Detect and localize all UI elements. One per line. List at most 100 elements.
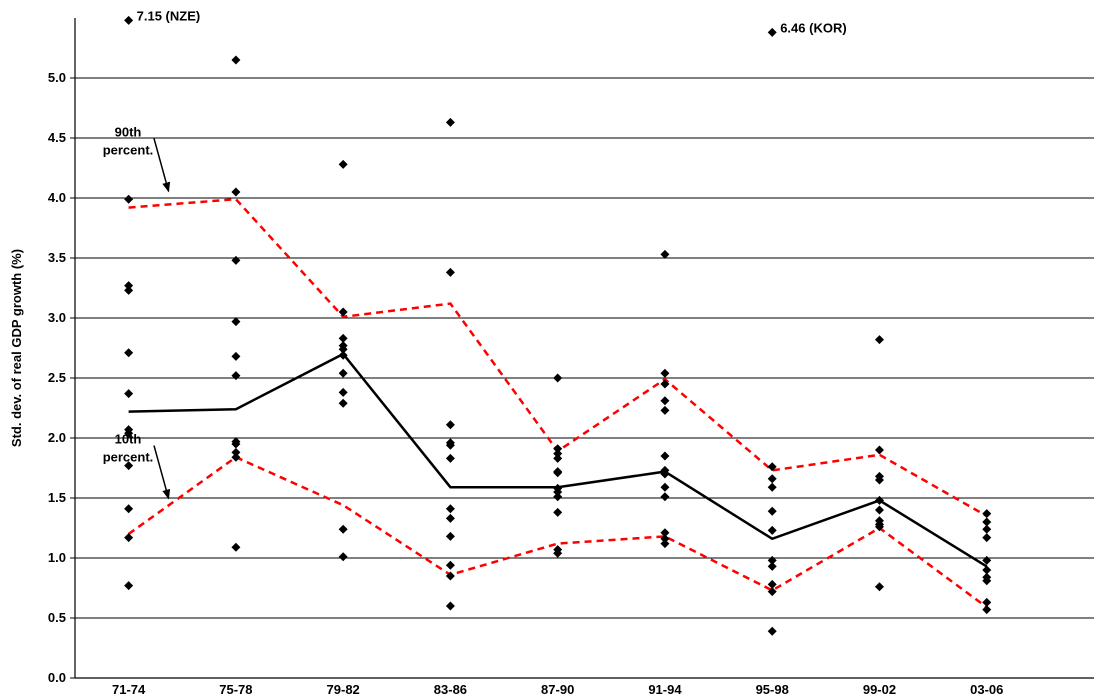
y-tick-label: 3.5	[48, 250, 66, 265]
percentile-annotation-label: 10th	[115, 432, 142, 447]
y-tick-label: 1.5	[48, 490, 66, 505]
data-point	[660, 492, 670, 502]
y-tick-label: 2.5	[48, 370, 66, 385]
x-tick-label: 79-82	[327, 682, 360, 697]
data-point	[982, 509, 992, 519]
y-axis-label: Std. dev. of real GDP growth (%)	[9, 249, 24, 447]
y-tick-label: 3.0	[48, 310, 66, 325]
data-point	[874, 471, 884, 481]
data-point	[445, 513, 455, 523]
x-tick-label: 71-74	[112, 682, 146, 697]
data-point	[338, 307, 348, 317]
data-point	[553, 483, 563, 493]
y-tick-label: 2.0	[48, 430, 66, 445]
x-tick-label: 91-94	[648, 682, 682, 697]
y-tick-label: 4.5	[48, 130, 66, 145]
data-point	[660, 534, 670, 544]
data-point	[874, 505, 884, 515]
data-point	[445, 571, 455, 581]
data-point	[124, 285, 134, 295]
data-point	[767, 587, 777, 597]
percentile-10-line	[127, 455, 988, 609]
data-point	[874, 582, 884, 592]
data-point	[553, 545, 563, 555]
data-point	[338, 398, 348, 408]
percentile-annotation-label: 90th	[115, 124, 142, 139]
data-point	[338, 524, 348, 534]
data-point	[231, 447, 241, 457]
data-point	[553, 449, 563, 459]
data-point	[660, 396, 670, 406]
data-point	[874, 335, 884, 345]
data-point	[231, 255, 241, 265]
data-point	[124, 581, 134, 591]
data-point	[338, 333, 348, 343]
data-point	[124, 194, 134, 204]
data-point	[338, 387, 348, 397]
data-point	[445, 531, 455, 541]
data-point	[231, 371, 241, 381]
data-point	[660, 482, 670, 492]
data-point	[660, 539, 670, 549]
data-point	[660, 368, 670, 378]
x-tick-label: 87-90	[541, 682, 574, 697]
data-point	[338, 368, 348, 378]
x-tick-label: 83-86	[434, 682, 467, 697]
annotation-arrow	[153, 138, 171, 193]
data-point	[445, 438, 455, 448]
y-tick-label: 0.0	[48, 670, 66, 685]
data-point	[982, 565, 992, 575]
y-tick-label: 1.0	[48, 550, 66, 565]
outlier-label: 7.15 (NZE)	[137, 8, 201, 23]
data-point	[231, 55, 241, 65]
data-point	[338, 552, 348, 562]
data-point	[231, 187, 241, 197]
data-point	[124, 425, 134, 435]
data-point	[231, 542, 241, 552]
data-point	[982, 572, 992, 582]
data-point	[553, 467, 563, 477]
data-point	[445, 267, 455, 277]
data-point	[767, 561, 777, 571]
data-point	[982, 555, 992, 565]
data-point	[982, 517, 992, 527]
data-point	[767, 462, 777, 472]
data-point	[124, 504, 134, 514]
data-point	[338, 350, 348, 360]
data-point	[660, 249, 670, 259]
data-point	[767, 626, 777, 636]
data-point	[338, 341, 348, 351]
data-point	[124, 533, 134, 543]
data-point	[124, 389, 134, 399]
data-point	[124, 461, 134, 471]
data-point	[982, 533, 992, 543]
annotation-arrow	[153, 445, 171, 500]
data-point	[874, 495, 884, 505]
data-point	[874, 516, 884, 526]
data-point	[767, 474, 777, 484]
data-point	[767, 555, 777, 565]
data-point	[553, 444, 563, 454]
data-point	[660, 465, 670, 475]
data-point	[445, 117, 455, 127]
x-tick-label: 99-02	[863, 682, 896, 697]
data-point	[553, 373, 563, 383]
data-point	[553, 453, 563, 463]
data-point	[445, 601, 455, 611]
data-point	[445, 504, 455, 514]
data-point	[660, 379, 670, 389]
x-tick-label: 95-98	[756, 682, 789, 697]
data-point	[445, 453, 455, 463]
data-point	[660, 451, 670, 461]
outlier-point	[767, 27, 777, 37]
data-point	[124, 348, 134, 358]
data-point	[445, 420, 455, 430]
outlier-label: 6.46 (KOR)	[780, 20, 846, 35]
percentile-annotation-label: percent.	[103, 450, 154, 465]
x-tick-label: 75-78	[219, 682, 252, 697]
data-point	[338, 159, 348, 169]
data-point	[553, 507, 563, 517]
data-point	[982, 597, 992, 607]
data-point	[767, 525, 777, 535]
data-point	[231, 351, 241, 361]
